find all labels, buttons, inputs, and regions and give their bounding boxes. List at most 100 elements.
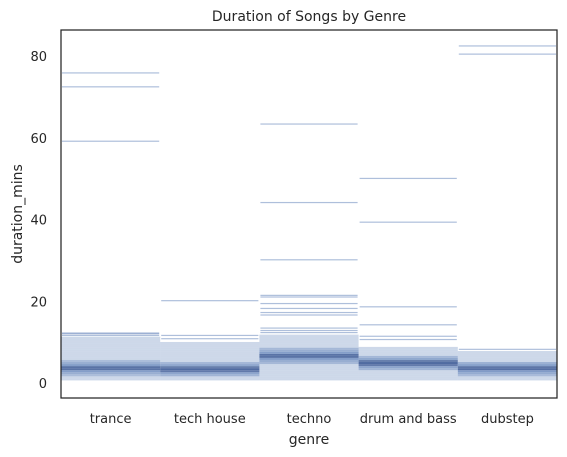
histogram-bin [259, 357, 359, 360]
histogram-bin [259, 370, 359, 373]
histogram-bin [358, 346, 458, 348]
histogram-bin [259, 366, 359, 369]
histogram-bin [457, 362, 557, 365]
histogram-bin [358, 376, 458, 379]
outlier-bin [359, 338, 457, 341]
outlier-bin [260, 327, 358, 329]
histogram-bin [358, 372, 458, 375]
histogram-bin [61, 376, 161, 379]
histogram-bin [160, 374, 260, 377]
genre-histogram [61, 72, 161, 381]
histogram-bin [160, 376, 260, 379]
histogram-bin [259, 364, 359, 367]
histogram-bin [61, 370, 161, 373]
histogram-bin [61, 349, 161, 352]
outlier-bin [161, 300, 259, 302]
histogram-bin [259, 374, 359, 377]
outlier-bin [458, 45, 556, 47]
histogram-bin [457, 372, 557, 375]
histogram-bin [259, 343, 359, 346]
histogram-bin [457, 357, 557, 360]
histogram-bin [259, 347, 359, 350]
histogram-bin [259, 334, 359, 336]
histogram-bin [61, 364, 161, 367]
y-tick-label: 60 [30, 132, 47, 147]
histogram-bin [61, 355, 161, 358]
histogram-bin [457, 350, 557, 352]
histogram-bin [61, 341, 161, 344]
histogram-bin [259, 351, 359, 354]
histogram-bin [358, 353, 458, 356]
x-tick-label: tech house [174, 412, 246, 427]
outlier-bin [62, 140, 160, 142]
histogram-bin [160, 345, 260, 348]
outlier-bin [260, 311, 358, 314]
histogram-bin [457, 359, 557, 363]
outlier-bin [161, 334, 259, 337]
histogram-bin [259, 345, 359, 348]
histogram-bin [160, 372, 260, 375]
histogram-bin [358, 368, 458, 371]
outlier-bin [260, 201, 358, 204]
histogram-bin [358, 378, 458, 381]
histogram-bin [61, 359, 161, 363]
histogram-bin [61, 374, 161, 377]
histogram-bin [61, 337, 161, 340]
histogram-bin [358, 362, 458, 365]
histogram-bin [457, 376, 557, 379]
x-tick-label: drum and bass [360, 412, 457, 427]
histogram-bin [160, 353, 260, 356]
histogram-bin [259, 337, 359, 340]
histogram-bin [61, 372, 161, 375]
histogram-bin [61, 345, 161, 348]
y-axis-label: duration_mins [10, 164, 26, 264]
outlier-bin [359, 335, 457, 337]
histogram-bin [259, 378, 359, 381]
histogram-bin [160, 359, 260, 363]
histogram-bin [61, 362, 161, 365]
y-tick-label: 0 [39, 377, 47, 392]
histogram-bin [259, 359, 359, 363]
histogram-bin [457, 355, 557, 358]
genre-histogram [457, 45, 557, 381]
histogram-bin [259, 372, 359, 375]
histogram-bin [259, 376, 359, 379]
histogram-bin [160, 349, 260, 352]
histogram-bin [259, 355, 359, 358]
histogram-bin [61, 353, 161, 356]
histogram-bin [358, 355, 458, 358]
histogram-bin [160, 368, 260, 371]
outlier-bin [260, 302, 358, 305]
histogram-bin [160, 366, 260, 369]
histogram-bin [358, 370, 458, 373]
histogram-bin [259, 362, 359, 365]
chart-title: Duration of Songs by Genre [212, 9, 406, 25]
outlier-bin [458, 348, 556, 350]
outlier-bin [260, 123, 358, 125]
histogram-bin [61, 378, 161, 381]
histogram-bin [358, 351, 458, 354]
histogram-bin [160, 343, 260, 346]
outlier-bin [458, 53, 556, 55]
plot-area [61, 45, 557, 381]
histogram-bin [61, 368, 161, 371]
histogram-bin [358, 364, 458, 367]
y-ticks: 0 20 40 60 80 [30, 50, 47, 392]
histogram-bin [259, 339, 359, 342]
histogram-bin [160, 341, 260, 344]
outlier-bin [260, 314, 358, 316]
x-tick-label: techno [287, 412, 332, 427]
histogram-bin [259, 368, 359, 371]
histogram-bin [160, 351, 260, 354]
histogram-bin [457, 374, 557, 377]
histogram-bin [259, 349, 359, 352]
x-tick-label: dubstep [481, 412, 534, 427]
outlier-bin [260, 329, 358, 332]
histogram-bin [61, 343, 161, 346]
histogram-bin [160, 370, 260, 373]
outlier-bin [359, 221, 457, 223]
histogram-bin [457, 351, 557, 354]
y-tick-label: 80 [30, 50, 47, 65]
outlier-bin [62, 332, 160, 334]
histogram-bin [61, 351, 161, 354]
